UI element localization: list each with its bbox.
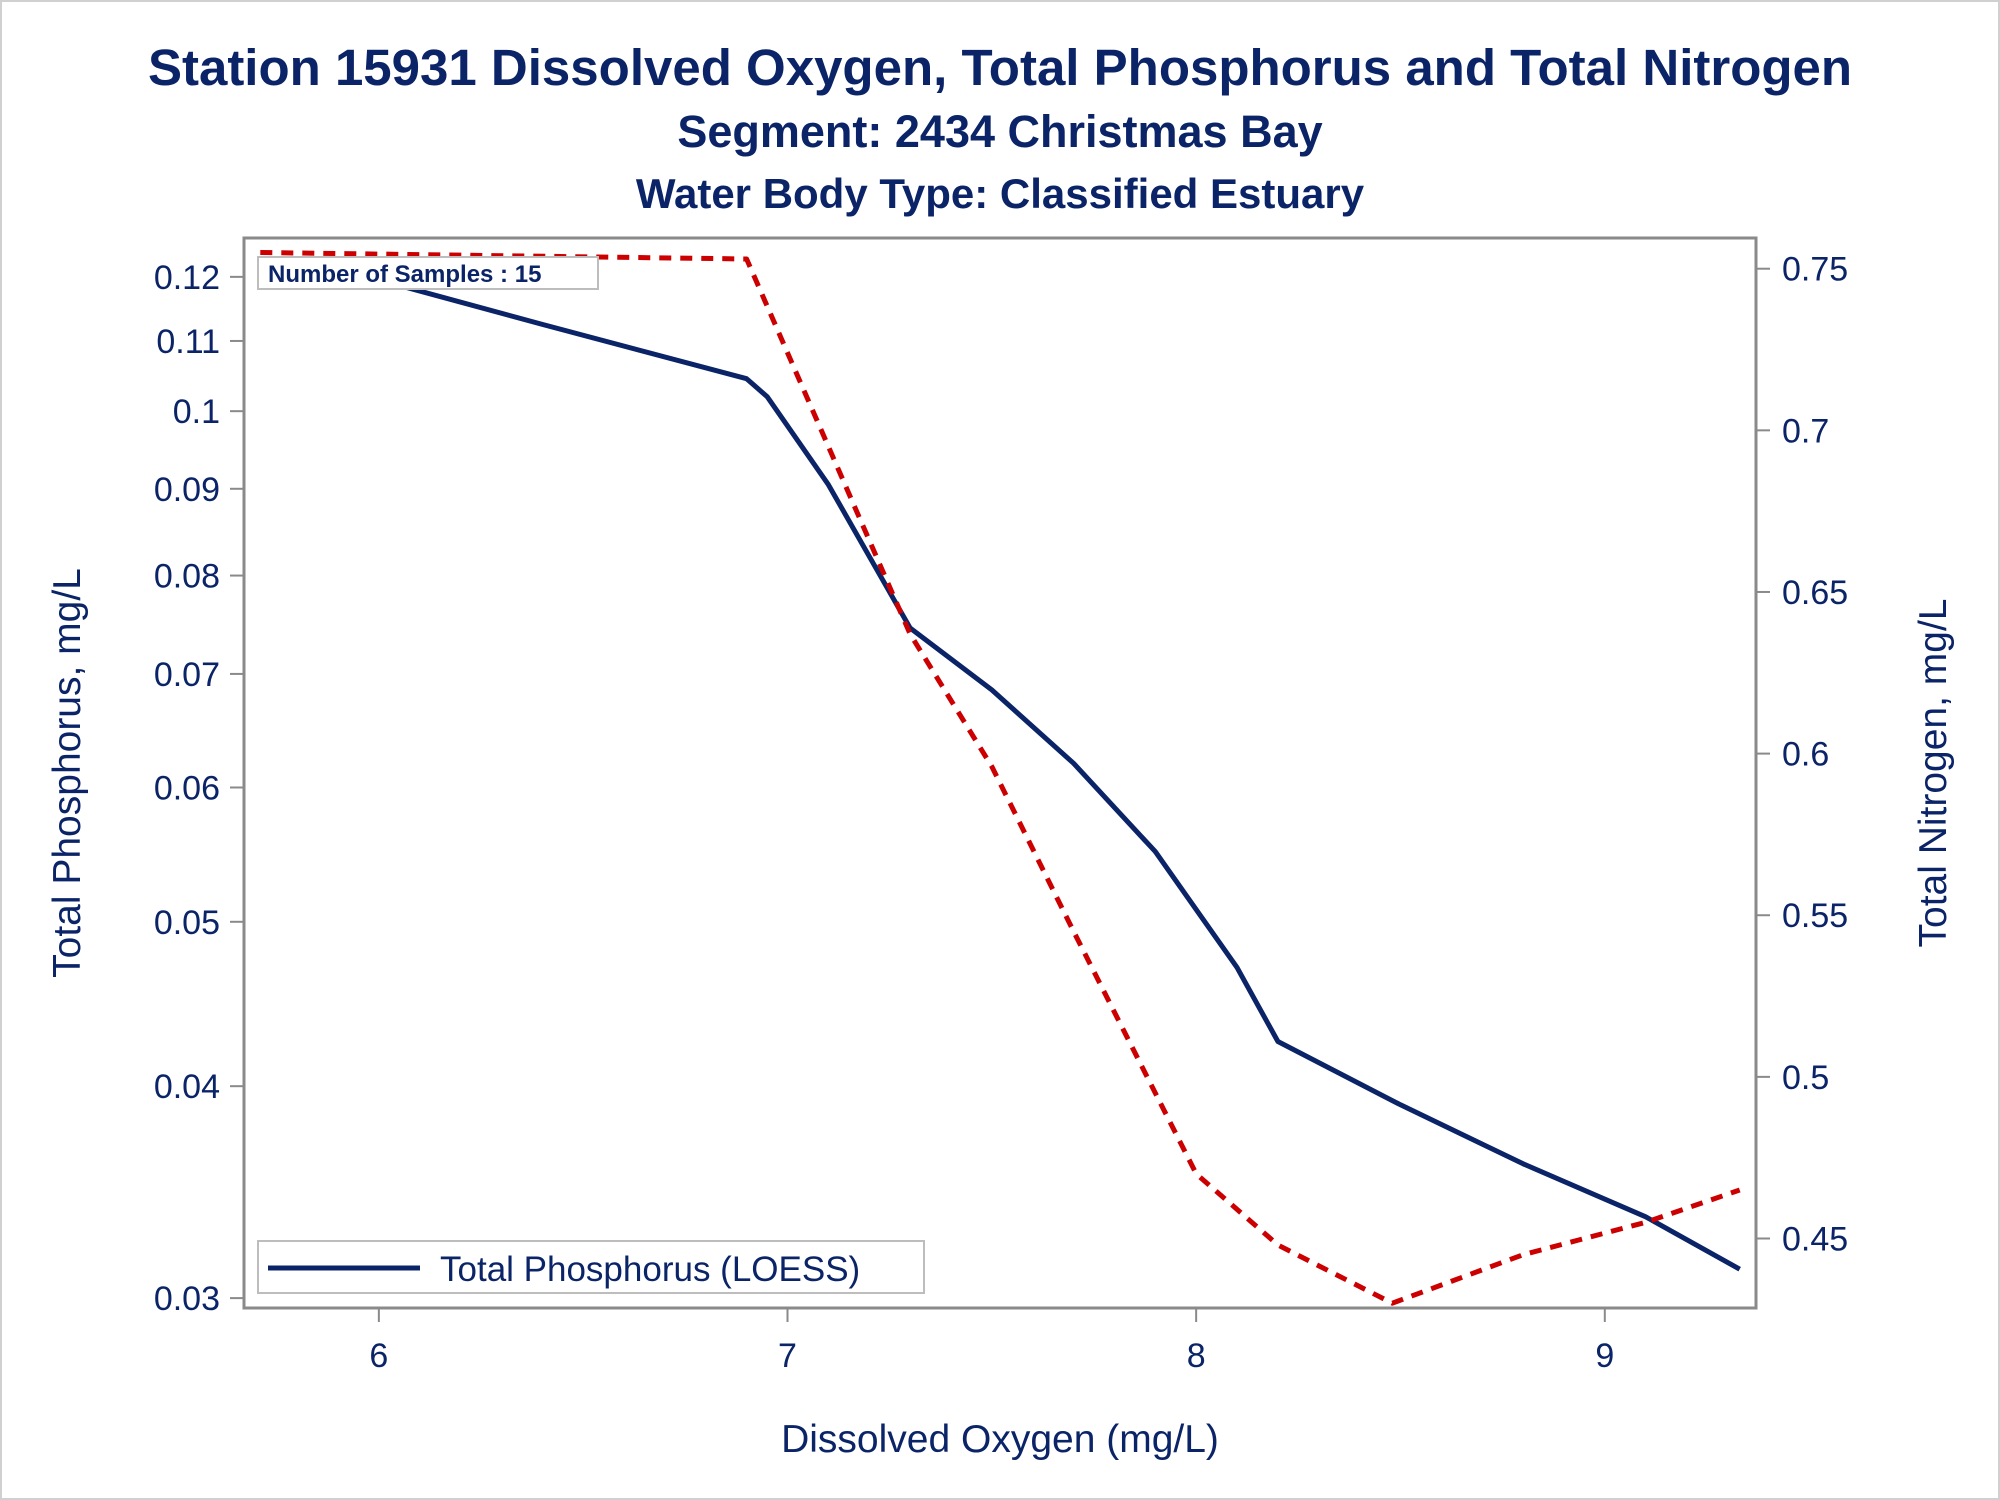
y-tick-label: 0.05 (154, 904, 220, 942)
y2-tick-label: 0.45 (1782, 1220, 1848, 1258)
chart-subtitle-waterbody: Water Body Type: Classified Estuary (635, 170, 1365, 217)
chart-subtitle-segment: Segment: 2434 Christmas Bay (677, 106, 1323, 157)
samples-inset-text: Number of Samples : 15 (268, 261, 541, 288)
total-nitrogen-line (260, 250, 1741, 1306)
y2-tick-label: 0.6 (1782, 736, 1829, 774)
chart-title: Station 15931 Dissolved Oxygen, Total Ph… (147, 39, 1853, 96)
legend-label: Total Phosphorus (LOESS) (440, 1250, 860, 1289)
x-axis-title: Dissolved Oxygen (mg/L) (781, 1418, 1219, 1461)
y-tick-label: 0.09 (154, 471, 220, 509)
y-tick-label: 0.07 (154, 656, 220, 694)
y2-tick-label: 0.55 (1782, 897, 1848, 935)
x-tick-label: 9 (1595, 1337, 1614, 1375)
y-axis-title: Total Phosphorus, mg/L (46, 568, 89, 978)
y2-axis-title: Total Nitrogen, mg/L (1912, 598, 1955, 947)
total-phosphorus-line (259, 256, 1741, 1272)
plot-area-border (242, 236, 1758, 1310)
samples-inset-box (257, 256, 599, 290)
x-tick-label: 7 (778, 1337, 797, 1375)
y2-tick-label: 0.7 (1782, 412, 1829, 450)
y-tick-label: 0.12 (154, 259, 220, 297)
x-tick-label: 6 (369, 1337, 388, 1375)
y2-tick-label: 0.5 (1782, 1059, 1829, 1097)
y-tick-label: 0.11 (156, 323, 220, 361)
y-tick-label: 0.06 (154, 769, 220, 807)
y-tick-label: 0.1 (173, 393, 220, 431)
y-tick-label: 0.04 (154, 1068, 220, 1106)
y-tick-label: 0.03 (154, 1280, 220, 1318)
y-tick-label: 0.08 (154, 558, 220, 596)
y2-tick-label: 0.65 (1782, 574, 1848, 612)
x-tick-label: 8 (1187, 1337, 1206, 1375)
y2-tick-label: 0.75 (1782, 251, 1848, 289)
